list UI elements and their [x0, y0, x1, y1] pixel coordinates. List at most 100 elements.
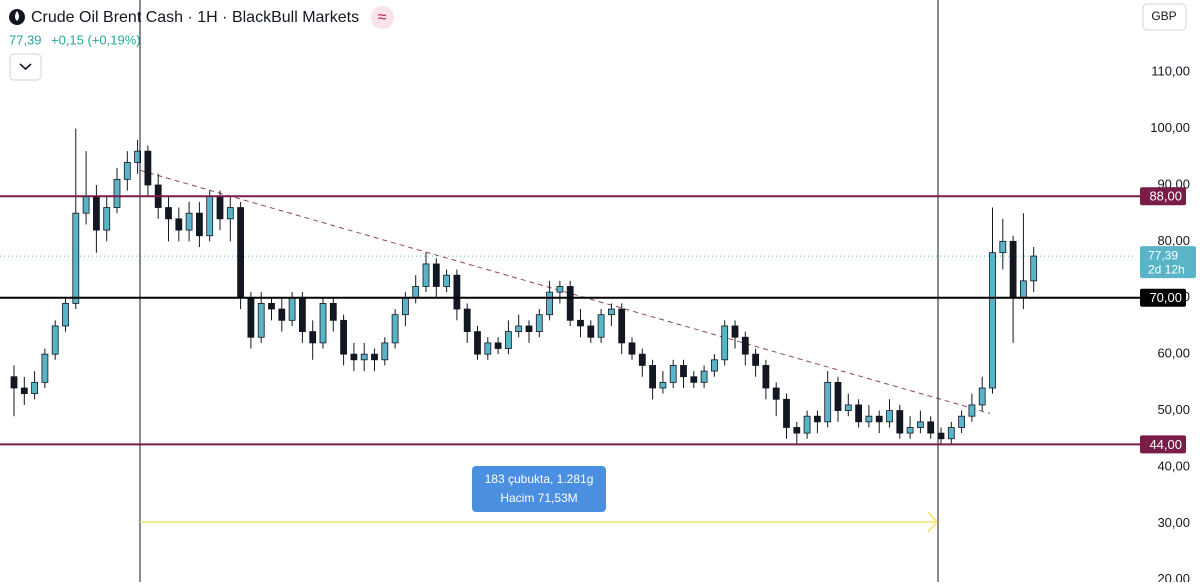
symbol-title: Crude Oil Brent Cash · 1H · BlackBull Ma…	[31, 9, 359, 26]
candle-body	[515, 325, 523, 333]
candle-body	[947, 427, 955, 440]
candle-body	[93, 195, 100, 231]
level-label: 88,00	[1149, 189, 1182, 204]
candle-body	[51, 325, 59, 355]
candle-body	[494, 342, 502, 349]
y-tick-label: 60,00	[1157, 346, 1190, 361]
candle-body	[216, 195, 224, 220]
candle-body	[134, 150, 142, 163]
candle-body	[278, 308, 286, 321]
candle-body	[350, 353, 358, 361]
candle-body	[721, 325, 729, 361]
candle-body	[865, 415, 873, 423]
candle-body	[185, 212, 193, 231]
candle-body	[762, 365, 770, 389]
candle-body	[41, 353, 49, 383]
candle-body	[103, 207, 111, 231]
candle-body	[360, 353, 368, 361]
candle-body	[165, 207, 172, 220]
candle-body	[329, 303, 337, 321]
level-label-bg	[1140, 435, 1186, 454]
badge-icon: ≈	[378, 9, 387, 26]
candle-body	[62, 303, 69, 327]
candle-body	[1009, 240, 1017, 299]
candle-body	[834, 381, 842, 411]
candle-body	[504, 331, 512, 349]
candle-body	[917, 421, 924, 428]
y-tick-label: 40,00	[1157, 458, 1190, 473]
candle-body	[978, 387, 986, 406]
candle-body	[226, 207, 234, 220]
candle-body	[618, 308, 626, 344]
candle-body	[371, 353, 378, 361]
level-label-bg	[1140, 288, 1186, 307]
candle-body	[793, 427, 801, 434]
y-tick-label: 80,00	[1157, 233, 1190, 248]
candle-body	[422, 263, 430, 287]
y-tick-label: 30,00	[1157, 515, 1190, 530]
candle-body	[711, 359, 718, 372]
arrow-head	[927, 511, 939, 533]
candle-body	[123, 162, 131, 180]
candle-body	[989, 252, 996, 389]
currency-button[interactable]	[1142, 3, 1187, 31]
y-tick-label: 20,00	[1157, 571, 1190, 582]
candle-body	[309, 331, 317, 344]
candle-body	[31, 381, 39, 395]
candle-body	[680, 365, 687, 378]
candle-body	[1030, 255, 1038, 282]
candle-body	[690, 376, 698, 383]
last-price: 77,39	[9, 32, 42, 47]
candle-body	[443, 274, 451, 287]
candle-body	[484, 342, 492, 355]
candle-body	[546, 291, 553, 316]
level-label: 44,00	[1149, 437, 1182, 452]
plot	[0, 71, 1140, 581]
candle-body	[783, 398, 790, 428]
badge	[371, 6, 394, 29]
candle-body	[927, 421, 935, 434]
y-tick-label: 50,00	[1157, 402, 1190, 417]
candle-body	[772, 387, 780, 400]
candle-body	[638, 353, 646, 366]
measure-text: 183 çubukta, 1.281g	[485, 472, 594, 486]
candle-body	[237, 207, 245, 299]
candle-body	[875, 415, 883, 423]
candle-body	[10, 376, 18, 389]
y-tick-label: 110,00	[1151, 64, 1190, 79]
candle-body	[659, 381, 667, 389]
candle-body	[628, 342, 636, 355]
candle-body	[144, 150, 152, 186]
trendline	[139, 169, 991, 414]
candle-body	[896, 410, 904, 434]
candle-body	[577, 319, 584, 327]
candle-body	[556, 286, 564, 293]
candle-body	[731, 325, 739, 338]
candle-body	[906, 427, 914, 434]
candle-body	[886, 410, 893, 423]
candle-body	[958, 415, 965, 428]
countdown: 2d 12h	[1148, 262, 1185, 276]
price-change: +0,15 (+0,19%)	[51, 32, 141, 47]
candle-body	[968, 404, 976, 417]
candle-body	[206, 195, 214, 237]
candle-body	[72, 212, 80, 304]
candle-body	[401, 297, 409, 316]
candle-body	[257, 303, 265, 338]
collapse-button[interactable]	[9, 53, 42, 81]
candle-body	[669, 365, 677, 383]
candle-body	[525, 325, 533, 333]
level-label-bg	[1140, 187, 1186, 206]
candle-body	[474, 331, 481, 355]
candle-body	[381, 342, 389, 361]
currency: GBP	[1151, 9, 1176, 23]
candle-body	[824, 381, 832, 423]
candle-body	[175, 218, 183, 231]
candle-body	[814, 415, 821, 423]
candle-body	[463, 308, 471, 333]
candle-body	[535, 314, 543, 333]
candle-body	[319, 303, 327, 344]
candle-body	[752, 353, 759, 366]
candle-body	[803, 415, 811, 434]
